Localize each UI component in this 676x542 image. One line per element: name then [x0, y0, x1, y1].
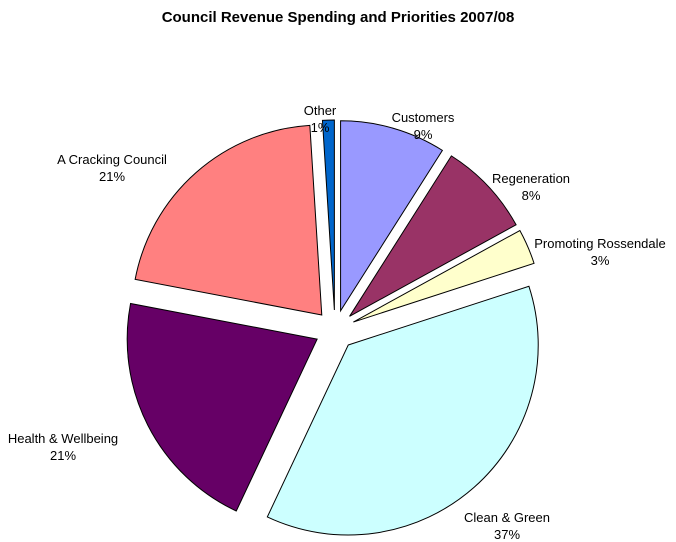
slice-label: A Cracking Council [57, 152, 167, 167]
slice-label: Customers [392, 110, 455, 125]
slice-percent-label: 37% [494, 527, 520, 542]
slice-percent-label: 9% [414, 127, 433, 142]
slice-percent-label: 1% [311, 120, 330, 135]
pie-slices [126, 119, 539, 536]
pie-slice-promoting-rossendale [353, 229, 535, 323]
pie-slice-health-wellbeing [126, 302, 318, 512]
pie-slice-a-cracking-council [134, 124, 323, 316]
slice-percent-label: 21% [99, 169, 125, 184]
slice-label: Other [304, 103, 337, 118]
slice-label: Regeneration [492, 171, 570, 186]
pie-slice-regeneration [349, 155, 517, 317]
chart-title: Council Revenue Spending and Priorities … [162, 9, 515, 26]
pie-slice-other [321, 119, 335, 311]
slice-label: Health & Wellbeing [8, 431, 118, 446]
pie-slice-clean-green [266, 285, 539, 536]
slice-percent-label: 21% [50, 448, 76, 463]
slice-percent-label: 8% [522, 188, 541, 203]
pie-slice-customers [340, 120, 444, 313]
pie-labels: Customers 9% Regeneration 8% Promoting Rosse… [8, 103, 666, 542]
slice-percent-label: 3% [591, 253, 610, 268]
slice-label: Promoting Rossendale [534, 236, 666, 251]
slice-label: Clean & Green [464, 510, 550, 525]
